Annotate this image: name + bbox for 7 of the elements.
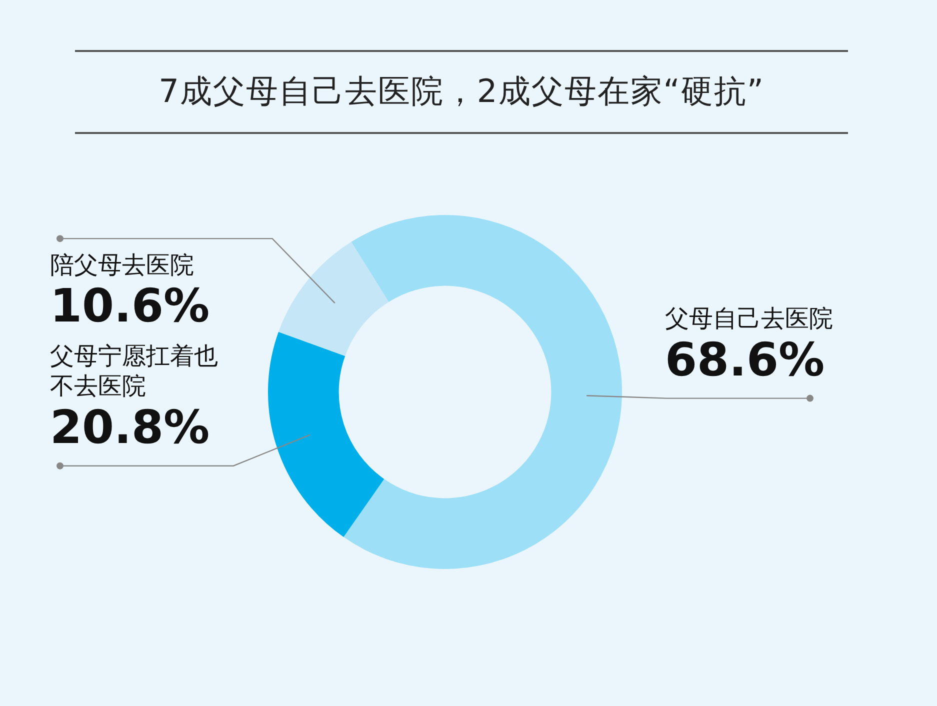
slice-label: 父母自己去医院	[665, 304, 833, 333]
data-label: 10.6%	[50, 278, 210, 333]
slice-label: 陪父母去医院	[50, 250, 194, 279]
data-label: 20.8%	[50, 400, 210, 454]
data-label: 68.6%	[665, 332, 825, 386]
slice-label: 父母宁愿扛着也不去医院	[50, 342, 218, 400]
chart-title: 7成父母自己去医院，2成父母在家“硬抗”	[75, 50, 848, 134]
